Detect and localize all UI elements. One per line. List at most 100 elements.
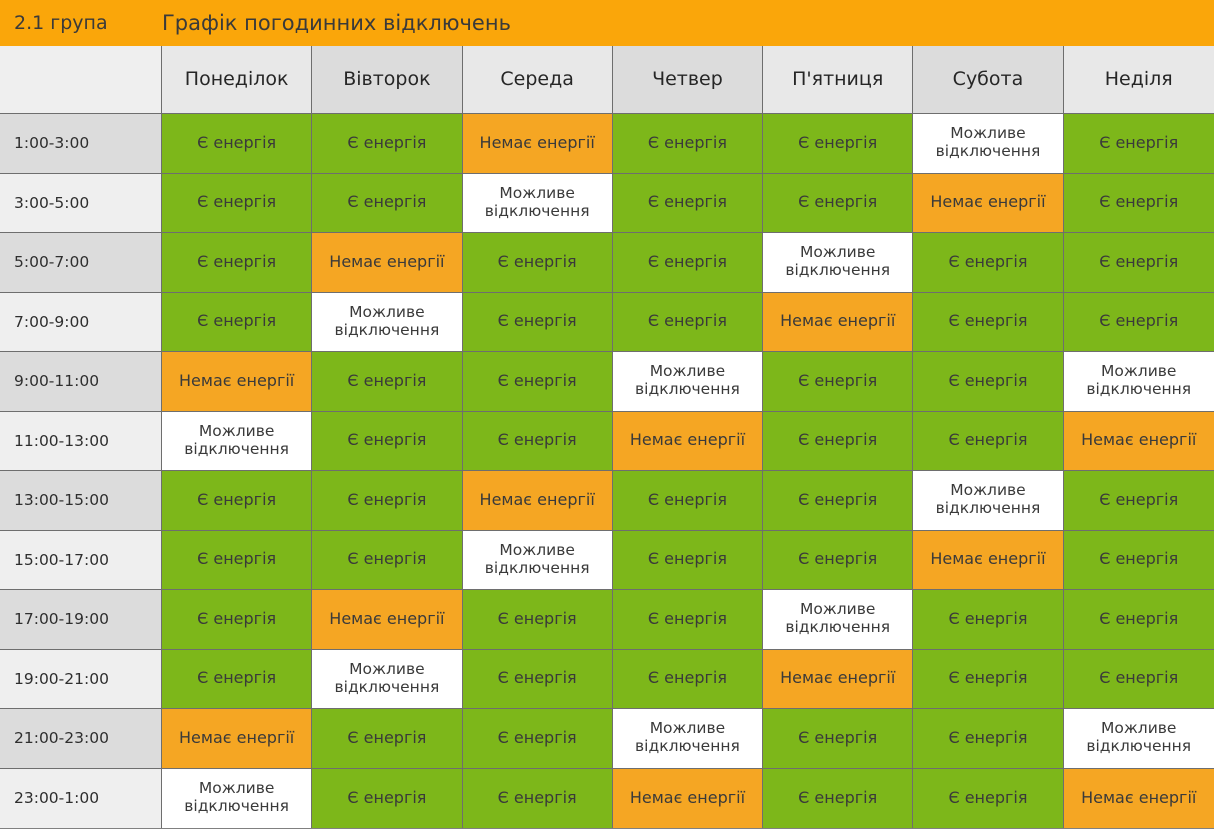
status-cell: Є енергія [612, 649, 764, 708]
column-header-wednesday: Середа [462, 46, 613, 113]
status-cell: Є енергія [763, 114, 914, 173]
status-cell: Є енергія [913, 768, 1064, 828]
time-slot-label: 9:00-11:00 [0, 352, 162, 411]
table-row: 13:00-15:00 Є енергія Є енергія Немає енерг… [0, 471, 1214, 531]
status-cell: Є енергія [1063, 233, 1214, 292]
group-label: 2.1 група [14, 12, 108, 34]
status-cell: Є енергія [913, 411, 1064, 470]
status-cell: Є енергія [462, 233, 613, 292]
status-cell: Є енергія [312, 709, 463, 768]
status-cell: Є енергія [1063, 292, 1214, 351]
time-slot-label: 17:00-19:00 [0, 590, 162, 649]
status-cell: Можливе відключення [763, 590, 914, 649]
status-cell: Є енергія [763, 768, 914, 828]
status-cell: Є енергія [913, 352, 1064, 411]
status-cell: Можливе відключення [1063, 352, 1214, 411]
status-cell: Є енергія [162, 114, 313, 173]
status-cell: Немає енергії [913, 530, 1064, 589]
time-slot-label: 3:00-5:00 [0, 173, 162, 232]
status-cell: Є енергія [162, 173, 313, 232]
time-slot-label: 19:00-21:00 [0, 649, 162, 708]
status-cell: Є енергія [763, 352, 914, 411]
time-slot-label: 1:00-3:00 [0, 114, 162, 173]
table-row: 3:00-5:00 Є енергія Є енергія Можливе відкл… [0, 173, 1214, 233]
status-cell: Немає енергії [763, 649, 914, 708]
status-cell: Можливе відключення [462, 530, 613, 589]
status-cell: Немає енергії [312, 233, 463, 292]
status-cell: Є енергія [612, 530, 764, 589]
status-cell: Немає енергії [1063, 411, 1214, 470]
time-slot-label: 11:00-13:00 [0, 411, 162, 470]
status-cell: Є енергія [612, 173, 764, 232]
status-cell: Можливе відключення [162, 411, 313, 470]
status-cell: Є енергія [612, 590, 764, 649]
table-row: 9:00-11:00 Немає енергії Є енергія Є енергі… [0, 352, 1214, 412]
status-cell: Є енергія [1063, 114, 1214, 173]
time-slot-label: 15:00-17:00 [0, 530, 162, 589]
status-cell: Немає енергії [312, 590, 463, 649]
status-cell: Є енергія [1063, 173, 1214, 232]
status-cell: Можливе відключення [312, 292, 463, 351]
status-cell: Є енергія [162, 292, 313, 351]
status-cell: Є енергія [612, 471, 764, 530]
column-header-saturday: Субота [913, 46, 1064, 113]
status-cell: Є енергія [913, 292, 1064, 351]
table-row: 19:00-21:00 Є енергія Можливе відключення Є… [0, 649, 1214, 709]
status-cell: Є енергія [1063, 530, 1214, 589]
status-cell: Можливе відключення [913, 471, 1064, 530]
status-cell: Є енергія [763, 709, 914, 768]
status-cell: Є енергія [462, 590, 613, 649]
table-row: 15:00-17:00 Є енергія Є енергія Можливе від… [0, 530, 1214, 590]
table-header-row: Понеділок Вівторок Середа Четвер П'ятниц… [0, 46, 1214, 114]
status-cell: Можливе відключення [1063, 709, 1214, 768]
status-cell: Є енергія [162, 530, 313, 589]
table-row: 11:00-13:00 Можливе відключення Є енергія Є… [0, 411, 1214, 471]
column-header-tuesday: Вівторок [312, 46, 463, 113]
status-cell: Немає енергії [763, 292, 914, 351]
status-cell: Є енергія [763, 173, 914, 232]
status-cell: Є енергія [612, 292, 764, 351]
schedule-table: Понеділок Вівторок Середа Четвер П'ятниц… [0, 46, 1214, 829]
status-cell: Можливе відключення [763, 233, 914, 292]
status-cell: Немає енергії [162, 709, 313, 768]
status-cell: Є енергія [462, 352, 613, 411]
status-cell: Немає енергії [612, 411, 764, 470]
status-cell: Можливе відключення [162, 768, 313, 828]
status-cell: Можливе відключення [612, 352, 764, 411]
status-cell: Є енергія [1063, 590, 1214, 649]
status-cell: Немає енергії [1063, 768, 1214, 828]
column-header-friday: П'ятниця [763, 46, 914, 113]
status-cell: Є енергія [913, 709, 1064, 768]
status-cell: Є енергія [312, 352, 463, 411]
status-cell: Є енергія [312, 471, 463, 530]
schedule-header-bar: 2.1 група Графік погодинних відключень [0, 0, 1214, 46]
status-cell: Є енергія [162, 649, 313, 708]
status-cell: Немає енергії [612, 768, 764, 828]
table-row: 7:00-9:00 Є енергія Можливе відключення Є е… [0, 292, 1214, 352]
table-corner-cell [0, 46, 162, 113]
status-cell: Є енергія [462, 709, 613, 768]
status-cell: Є енергія [462, 768, 613, 828]
status-cell: Є енергія [312, 411, 463, 470]
page-title: Графік погодинних відключень [162, 11, 511, 35]
table-row: 1:00-3:00 Є енергія Є енергія Немає енергії… [0, 114, 1214, 174]
status-cell: Можливе відключення [913, 114, 1064, 173]
status-cell: Є енергія [913, 649, 1064, 708]
status-cell: Є енергія [913, 233, 1064, 292]
status-cell: Є енергія [162, 471, 313, 530]
status-cell: Є енергія [1063, 471, 1214, 530]
status-cell: Є енергія [612, 114, 764, 173]
status-cell: Є енергія [312, 530, 463, 589]
column-header-thursday: Четвер [612, 46, 764, 113]
status-cell: Є енергія [462, 649, 613, 708]
status-cell: Є енергія [312, 114, 463, 173]
time-slot-label: 7:00-9:00 [0, 292, 162, 351]
status-cell: Є енергія [462, 292, 613, 351]
status-cell: Є енергія [913, 590, 1064, 649]
status-cell: Є енергія [462, 411, 613, 470]
status-cell: Немає енергії [462, 114, 613, 173]
time-slot-label: 13:00-15:00 [0, 471, 162, 530]
status-cell: Є енергія [763, 530, 914, 589]
status-cell: Немає енергії [162, 352, 313, 411]
status-cell: Є енергія [312, 173, 463, 232]
